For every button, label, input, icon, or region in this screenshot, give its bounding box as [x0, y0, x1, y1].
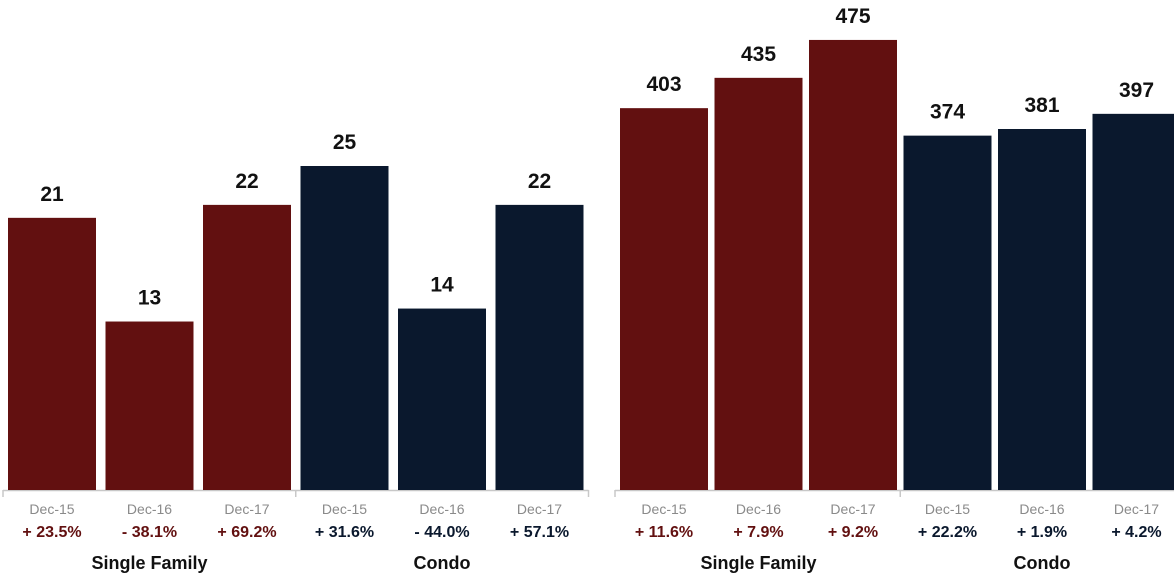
change-label: + 69.2%: [217, 524, 276, 541]
group-label: Single Family: [700, 553, 816, 573]
bar: [495, 204, 584, 490]
bar: [714, 77, 803, 491]
data-label: 381: [1024, 94, 1059, 117]
x-tick-label: Dec-15: [29, 501, 74, 517]
x-tick-label: Dec-15: [641, 501, 686, 517]
data-label: 22: [528, 170, 551, 193]
data-label: 13: [138, 287, 161, 310]
x-tick-label: Dec-16: [736, 501, 781, 517]
x-tick-label: Dec-15: [322, 501, 367, 517]
change-label: + 7.9%: [733, 524, 783, 541]
group-label: Condo: [414, 553, 471, 573]
group-label: Single Family: [91, 553, 207, 573]
bar: [1092, 113, 1174, 490]
x-tick-label: Dec-17: [830, 501, 875, 517]
bar: [903, 135, 992, 490]
x-tick-label: Dec-17: [224, 501, 269, 517]
change-label: + 9.2%: [828, 524, 878, 541]
change-label: + 23.5%: [22, 524, 81, 541]
bar: [8, 217, 96, 490]
change-label: + 57.1%: [510, 524, 569, 541]
bar: [300, 166, 389, 490]
x-tick-label: Dec-16: [1019, 501, 1064, 517]
bar: [620, 108, 708, 490]
x-tick-label: Dec-17: [1114, 501, 1159, 517]
data-label: 25: [333, 131, 357, 154]
data-label: 397: [1119, 79, 1154, 102]
bar: [998, 129, 1086, 490]
bar: [809, 39, 897, 490]
change-label: + 31.6%: [315, 524, 374, 541]
change-label: + 4.2%: [1111, 524, 1161, 541]
data-label: 374: [930, 101, 965, 124]
data-label: 14: [430, 274, 454, 297]
data-label: 22: [235, 170, 258, 193]
x-tick-label: Dec-15: [925, 501, 970, 517]
data-label: 403: [646, 73, 681, 96]
group-label: Condo: [1014, 553, 1071, 573]
data-label: 435: [741, 43, 776, 66]
bar: [203, 204, 291, 490]
change-label: + 11.6%: [635, 524, 693, 541]
data-label: 21: [40, 183, 64, 206]
change-label: - 38.1%: [122, 524, 177, 541]
x-tick-label: Dec-17: [517, 501, 562, 517]
change-label: + 1.9%: [1017, 524, 1067, 541]
data-label: 475: [835, 5, 870, 28]
x-tick-label: Dec-16: [419, 501, 464, 517]
bar: [105, 321, 194, 490]
change-label: - 44.0%: [414, 524, 469, 541]
change-label: + 22.2%: [918, 524, 977, 541]
bar: [398, 308, 486, 490]
x-tick-label: Dec-16: [127, 501, 172, 517]
